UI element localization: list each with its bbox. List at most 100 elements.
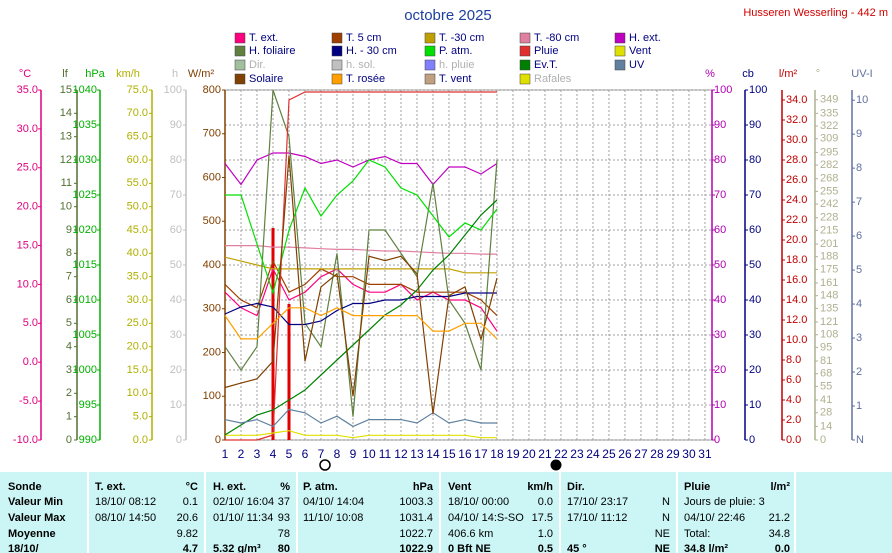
y-tick-label: 28.0 [786, 154, 807, 166]
axis-title: l/m² [779, 68, 798, 80]
legend-label: T. -80 cm [534, 32, 579, 44]
y-tick-label: 295 [820, 146, 838, 158]
table-cell: Moyenne [8, 528, 56, 540]
y-tick-label: 25.0 [127, 317, 148, 329]
table-cell: 1.0 [538, 528, 553, 540]
x-tick-label: 1 [222, 447, 229, 461]
y-tick-label: 5 [66, 317, 72, 329]
axis-title: km/h [116, 68, 140, 80]
legend-swatch [424, 73, 436, 85]
x-tick-label: 8 [334, 447, 341, 461]
series-line [225, 430, 497, 439]
series-line [225, 245, 497, 255]
y-tick-label: 22.0 [786, 214, 807, 226]
legend-swatch [331, 59, 343, 71]
legend-label: h. sol. [346, 59, 375, 71]
y-tick-label: -5.0 [19, 395, 38, 407]
series-line [224, 155, 498, 414]
y-tick-label: 24.0 [786, 194, 807, 206]
x-tick-label: 20 [522, 447, 536, 461]
y-tick-label: 268 [820, 173, 838, 185]
y-tick-label: 80 [749, 154, 761, 166]
legend-swatch [614, 32, 626, 44]
y-tick-label: 18.0 [786, 254, 807, 266]
y-tick-label: 20 [714, 364, 726, 376]
y-tick-label: 0 [215, 434, 221, 446]
y-tick-label: 4.0 [786, 394, 801, 406]
legend-swatch [424, 59, 436, 71]
table-cell: 01/10/ 11:34 [213, 512, 273, 524]
y-tick-label: 3 [66, 364, 72, 376]
y-tick-label: 26.0 [786, 174, 807, 186]
y-tick-label: 0.0 [23, 356, 38, 368]
y-tick-label: 0 [66, 434, 72, 446]
y-tick-label: 1 [856, 400, 862, 412]
legend-swatch [331, 32, 343, 44]
y-tick-label: 40 [170, 294, 182, 306]
y-tick-label: 161 [820, 277, 838, 289]
table-cell: 21.2 [769, 512, 790, 524]
legend-label: H. - 30 cm [346, 45, 397, 57]
y-tick-label: 68 [820, 368, 832, 380]
y-tick-label: 14 [60, 107, 72, 119]
y-tick-label: 400 [203, 259, 221, 271]
table-header: Vent [448, 481, 472, 493]
y-tick-label: 12 [60, 154, 72, 166]
axis-title: % [705, 68, 715, 80]
table-cell: Valeur Max [8, 512, 66, 524]
axis-title: cb [742, 68, 754, 80]
y-tick-label: 10 [856, 94, 868, 106]
y-tick-label: 11 [61, 177, 72, 189]
y-tick-label: 4 [856, 298, 862, 310]
y-tick-label: 30.0 [17, 123, 38, 135]
legend-swatch [331, 73, 343, 85]
table-cell: 37 [278, 496, 290, 508]
legend-label: T. vent [439, 73, 471, 85]
y-tick-label: 50.0 [127, 201, 148, 213]
table-cell: 45 ° [567, 543, 587, 553]
y-tick-label: 282 [820, 159, 838, 171]
legend-swatch [519, 32, 531, 44]
table-cell: 18/10/ [8, 543, 39, 553]
legend-label: T. -30 cm [439, 32, 484, 44]
table-header: km/h [527, 481, 553, 493]
y-tick-label: 2 [856, 366, 862, 378]
y-tick-label: 1010 [73, 294, 97, 306]
legend-label: Rafales [534, 73, 572, 85]
y-tick-label: 95 [820, 341, 832, 353]
table-header: hPa [413, 481, 434, 493]
table-header: P. atm. [303, 481, 338, 493]
y-tick-label: 55.0 [127, 177, 148, 189]
y-tick-label: 5.0 [23, 317, 38, 329]
y-tick-label: N [856, 434, 864, 446]
legend-label: P. atm. [439, 45, 472, 57]
y-tick-label: 0 [820, 434, 826, 446]
y-tick-label: 20 [749, 364, 761, 376]
table-header: Pluie [684, 481, 710, 493]
x-tick-label: 30 [682, 447, 696, 461]
table-cell: 34.8 l/m² [684, 543, 728, 553]
table-cell: 5.32 g/m³ [213, 543, 261, 553]
y-tick-label: 10.0 [786, 334, 807, 346]
moon-new [550, 459, 562, 471]
axis-title: hPa [85, 68, 105, 80]
y-tick-label: 20 [170, 364, 182, 376]
table-cell: 04/10/ 14:04 [303, 496, 364, 508]
x-tick-label: 14 [426, 447, 440, 461]
axis-title: °C [19, 68, 31, 80]
y-tick-label: 10 [749, 399, 761, 411]
y-tick-label: 75.0 [127, 84, 148, 96]
table-cell: 1022.7 [399, 528, 433, 540]
y-tick-label: 100 [203, 390, 221, 402]
legend-swatch [234, 32, 246, 44]
y-tick-label: 7 [856, 196, 862, 208]
table-cell: 20.6 [177, 512, 198, 524]
table-cell: 04/10/ 22:46 [684, 512, 745, 524]
axis-title: h [172, 68, 178, 80]
table-header: Dir. [567, 481, 585, 493]
x-tick-label: 11 [379, 447, 392, 461]
y-tick-label: 60.0 [127, 154, 148, 166]
y-tick-label: 1040 [73, 84, 97, 96]
x-tick-label: 23 [570, 447, 584, 461]
